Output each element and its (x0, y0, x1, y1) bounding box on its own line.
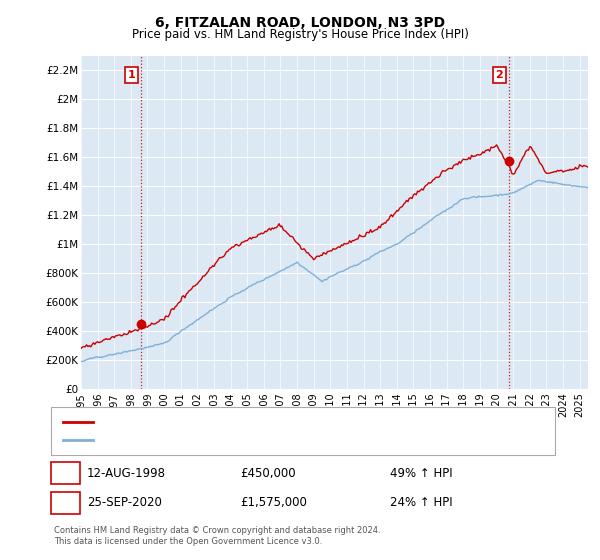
Text: 2: 2 (61, 496, 70, 510)
Text: £1,575,000: £1,575,000 (240, 496, 307, 510)
Text: 1: 1 (61, 466, 70, 480)
Text: 49% ↑ HPI: 49% ↑ HPI (390, 466, 452, 480)
Text: 2: 2 (496, 70, 503, 80)
Text: £450,000: £450,000 (240, 466, 296, 480)
Text: Contains HM Land Registry data © Crown copyright and database right 2024.
This d: Contains HM Land Registry data © Crown c… (54, 526, 380, 546)
Text: HPI: Average price, detached house, Barnet: HPI: Average price, detached house, Barn… (99, 435, 338, 445)
Text: 1: 1 (128, 70, 136, 80)
Text: 6, FITZALAN ROAD, LONDON, N3 3PD (detached house): 6, FITZALAN ROAD, LONDON, N3 3PD (detach… (99, 417, 403, 427)
Text: Price paid vs. HM Land Registry's House Price Index (HPI): Price paid vs. HM Land Registry's House … (131, 28, 469, 41)
Text: 24% ↑ HPI: 24% ↑ HPI (390, 496, 452, 510)
Text: 12-AUG-1998: 12-AUG-1998 (87, 466, 166, 480)
Text: 6, FITZALAN ROAD, LONDON, N3 3PD: 6, FITZALAN ROAD, LONDON, N3 3PD (155, 16, 445, 30)
Text: 25-SEP-2020: 25-SEP-2020 (87, 496, 162, 510)
